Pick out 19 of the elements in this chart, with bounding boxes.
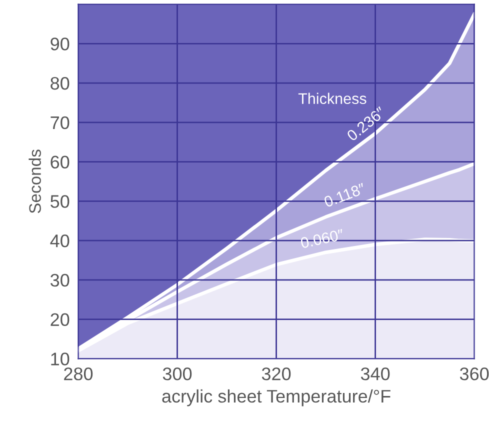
x-tick-label: 280 <box>64 367 93 380</box>
y-tick-label: 20 <box>50 313 70 326</box>
y-tick-label: 30 <box>50 274 70 287</box>
x-axis-title: acrylic sheet Temperature/°F <box>162 389 390 406</box>
x-tick-label: 360 <box>460 367 489 380</box>
y-tick-label: 40 <box>50 234 70 248</box>
annotation: Thickness <box>298 92 366 104</box>
y-tick-label: 10 <box>51 352 70 366</box>
text: 0.060″ <box>300 228 344 248</box>
x-tick-label: 320 <box>262 367 291 380</box>
y-tick-label: 70 <box>50 116 70 130</box>
y-tick-label: 80 <box>50 76 70 90</box>
y-tick-label: 90 <box>50 38 70 50</box>
text: 0.118″ <box>323 182 366 208</box>
y-tick-label: 60 <box>50 156 70 169</box>
y-axis-title: Seconds <box>28 150 41 214</box>
y-tick-label: 50 <box>50 195 70 208</box>
x-tick-label: 300 <box>162 367 192 380</box>
x-tick-label: 340 <box>360 367 390 380</box>
